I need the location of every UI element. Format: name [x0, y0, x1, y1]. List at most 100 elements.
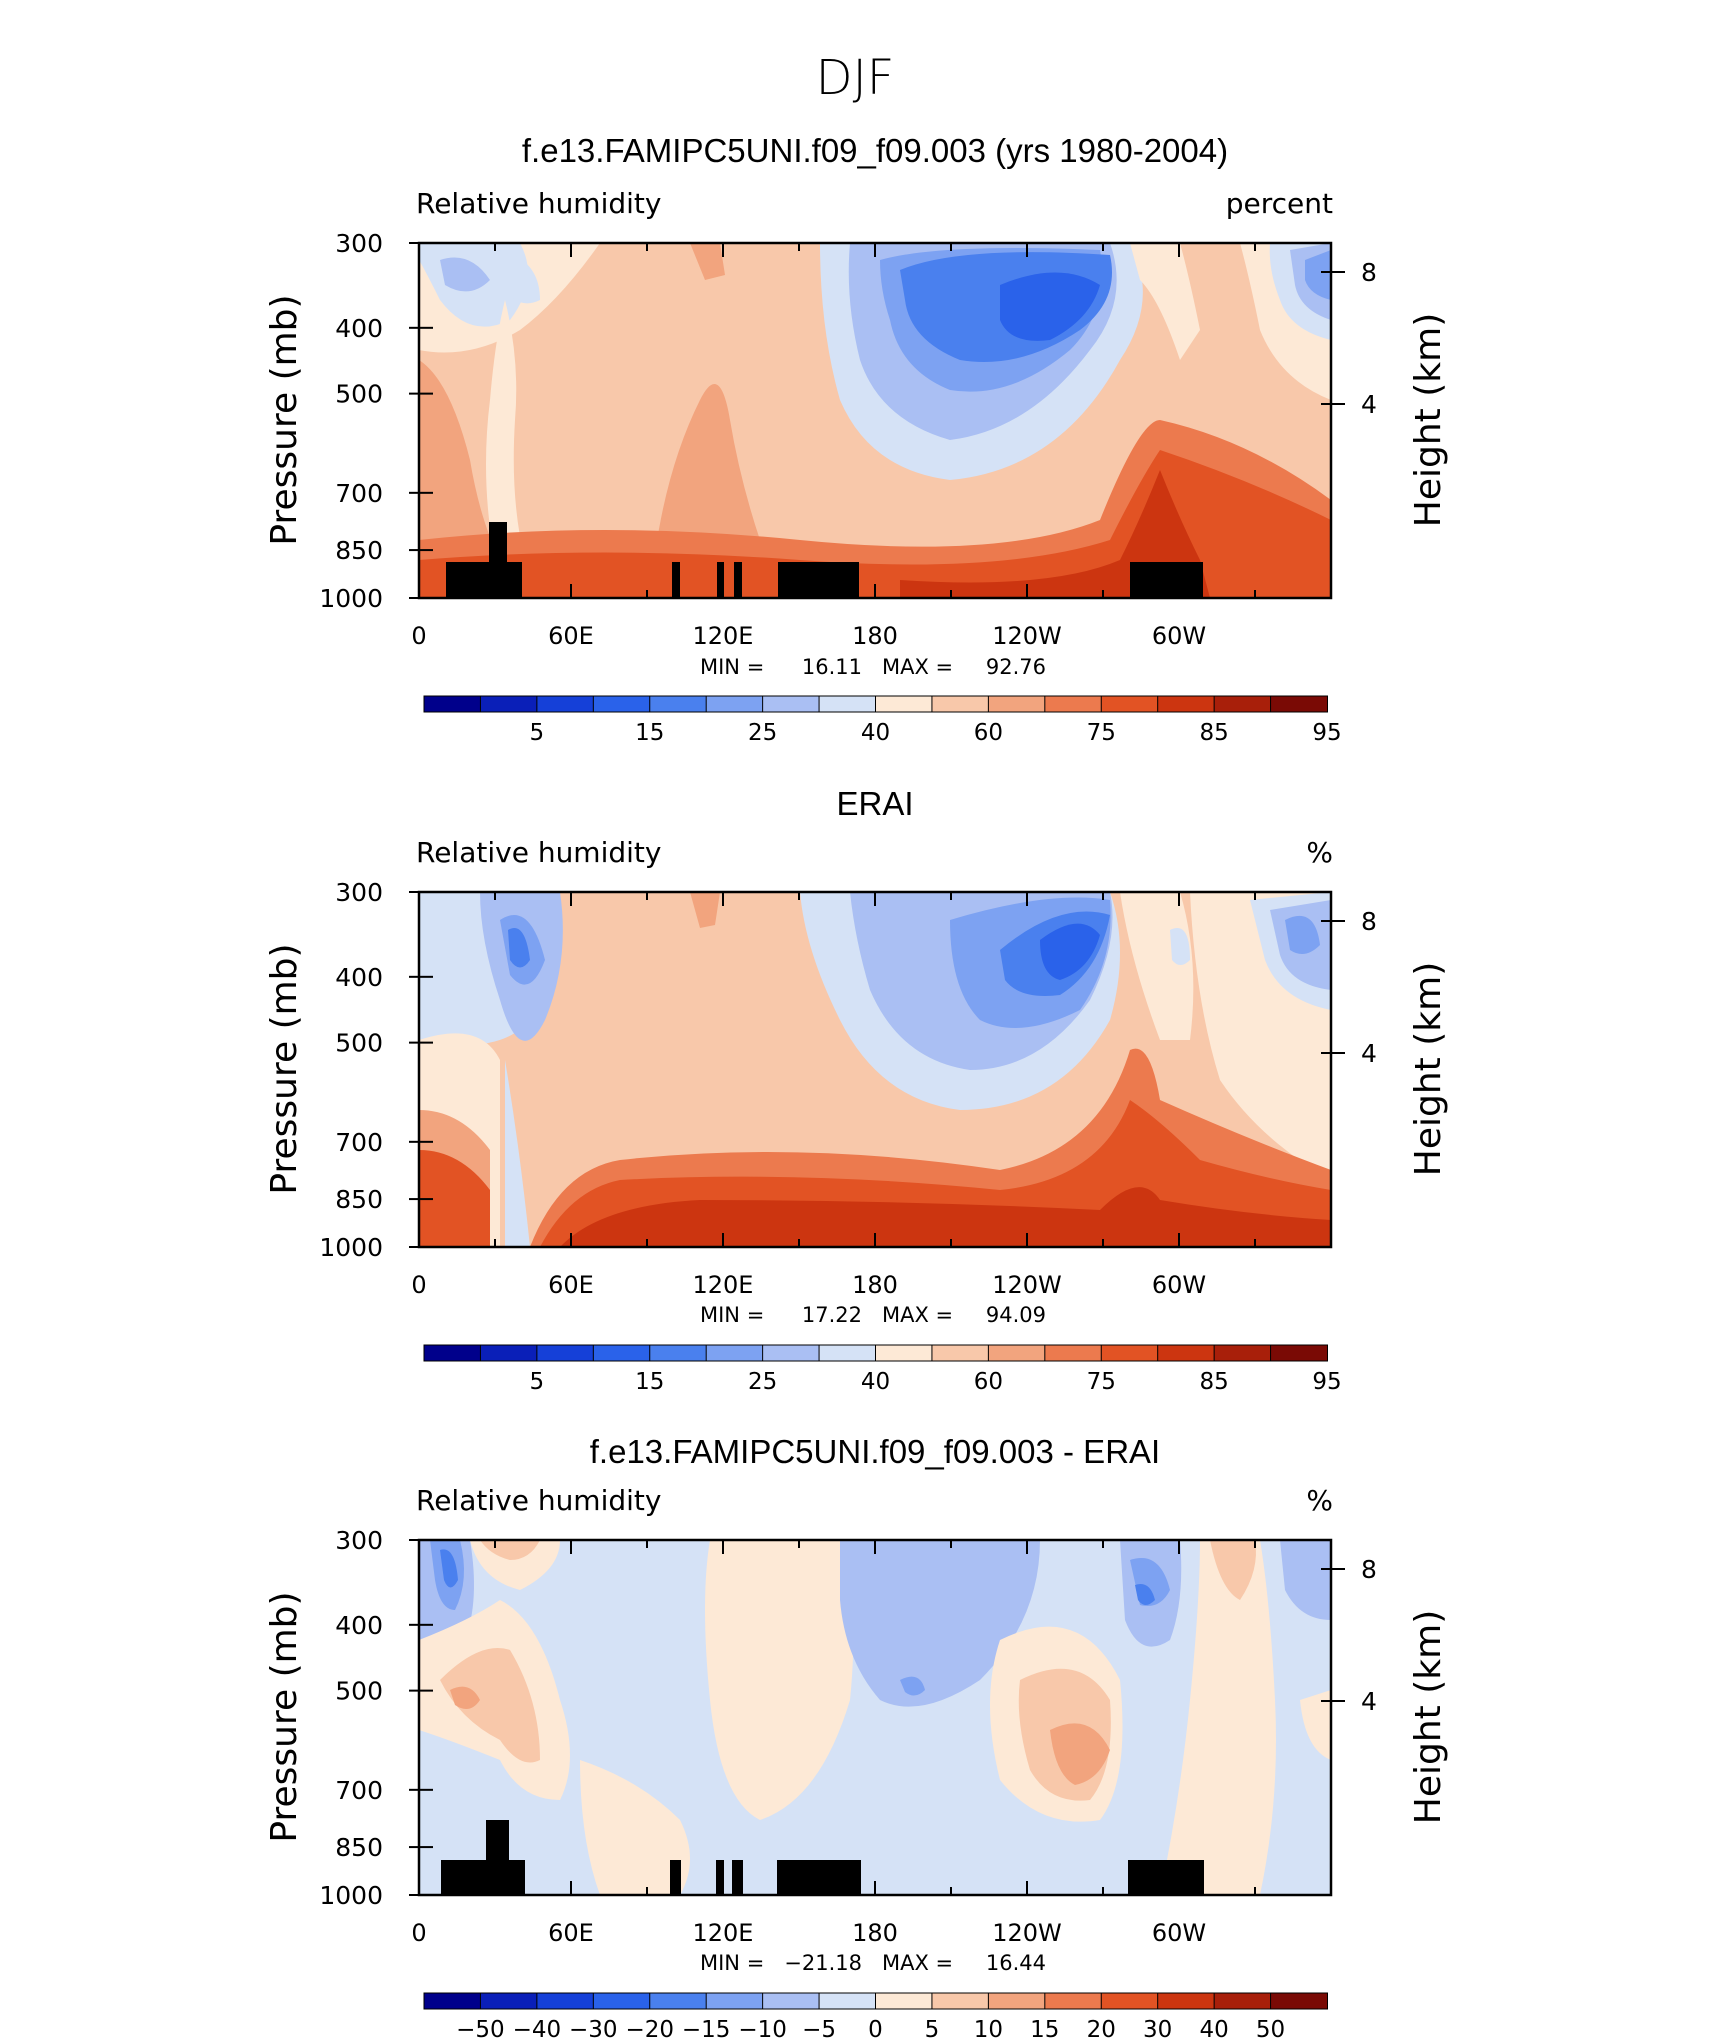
colorbar-swatch	[423, 1344, 482, 1362]
colorbar-label: 15	[635, 1369, 664, 1395]
min-label: MIN =	[700, 1951, 764, 1975]
max-label: MAX =	[882, 1951, 953, 1975]
colorbar-swatch	[931, 695, 990, 713]
max-label: MAX =	[882, 655, 953, 679]
x-tick-label: 60E	[548, 1271, 594, 1299]
y-tick-label: 850	[335, 536, 383, 565]
x-tick-label: 180	[852, 622, 898, 650]
colorbar-swatch	[1044, 1992, 1103, 2010]
colorbar-swatch	[987, 1344, 1046, 1362]
colorbar-label: 85	[1199, 1369, 1228, 1395]
colorbar-swatch	[875, 695, 933, 713]
colorbar-label: 75	[1087, 720, 1116, 746]
y-right-tick-label: 4	[1361, 390, 1377, 419]
colorbar-swatch	[1270, 1344, 1328, 1362]
x-tick-label: 120E	[693, 1919, 754, 1947]
colorbar-swatch	[536, 1344, 595, 1362]
colorbar-swatch	[479, 1992, 538, 2010]
colorbar-swatch	[1100, 695, 1159, 713]
colorbar-swatch	[592, 1992, 651, 2010]
colorbar-label: −40	[513, 2017, 562, 2038]
colorbar-swatch	[1044, 1344, 1103, 1362]
colorbar-label: 60	[974, 720, 1003, 746]
right-string: %	[1306, 836, 1333, 869]
x-tick-label: 120W	[992, 1271, 1062, 1299]
x-tick-label: 120E	[693, 622, 754, 650]
colorbar-label: 25	[748, 1369, 777, 1395]
colorbar-swatch	[479, 695, 538, 713]
colorbar-label: 40	[1199, 2017, 1228, 2038]
colorbar-label: 0	[868, 2017, 883, 2038]
colorbar-label: 20	[1087, 2017, 1116, 2038]
colorbar-label: −50	[456, 2017, 505, 2038]
colorbar-swatch	[818, 1992, 877, 2010]
stats: MIN = 16.11 MAX = 92.76	[700, 655, 1046, 679]
colorbar-label: 85	[1199, 720, 1228, 746]
colorbar-label: 95	[1312, 720, 1341, 746]
max-value: 94.09	[986, 1303, 1046, 1327]
y-tick-label: 700	[335, 479, 383, 508]
left-string: Relative humidity	[416, 1484, 661, 1517]
stats: MIN = −21.18 MAX = 16.44	[700, 1951, 1046, 1975]
colorbar-swatch	[762, 1992, 821, 2010]
axes: 0 60E 120E 180 120W 60W 300 400 500 700 850 1000 8 4	[319, 878, 1377, 1299]
x-tick-label: 180	[852, 1919, 898, 1947]
right-string: %	[1306, 1484, 1333, 1517]
y-tick-label: 850	[335, 1833, 383, 1862]
x-tick-label: 60E	[548, 622, 594, 650]
colorbar-label: 60	[974, 1369, 1003, 1395]
contour-field	[419, 892, 1331, 1247]
panel-title: f.e13.FAMIPC5UNI.f09_f09.003 (yrs 1980-2…	[522, 132, 1228, 169]
colorbar-label: 40	[861, 1369, 890, 1395]
y-tick-label: 300	[335, 878, 383, 907]
y-tick-label: 400	[335, 1611, 383, 1640]
y-right-tick-label: 4	[1361, 1687, 1377, 1716]
y-tick-label: 500	[335, 1677, 383, 1706]
colorbar-swatch	[875, 1344, 933, 1362]
colorbar-swatch	[705, 695, 764, 713]
y-tick-label: 400	[335, 314, 383, 343]
x-tick-label: 120E	[693, 1271, 754, 1299]
axes: 0 60E 120E 180 120W 60W 300 400 500 700 850 1000 8 4	[319, 229, 1377, 650]
colorbar-swatch	[1270, 1992, 1328, 2010]
y-right-tick-label: 8	[1361, 1555, 1377, 1584]
colorbar-swatch	[1270, 695, 1328, 713]
colorbar-swatch	[818, 695, 877, 713]
colorbar-label: 95	[1312, 1369, 1341, 1395]
colorbar-swatch	[592, 695, 651, 713]
x-tick-label: 120W	[992, 622, 1062, 650]
colorbar-label: −10	[738, 2017, 787, 2038]
colorbar-label: −30	[569, 2017, 618, 2038]
panel-title: f.e13.FAMIPC5UNI.f09_f09.003 - ERAI	[590, 1433, 1160, 1470]
y-axis-label: Pressure (mb)	[264, 294, 305, 545]
colorbar-label: −20	[625, 2017, 674, 2038]
colorbar-label: 25	[748, 720, 777, 746]
y-tick-label: 300	[335, 229, 383, 258]
colorbar-label: −5	[802, 2017, 836, 2038]
colorbar-swatch	[649, 695, 708, 713]
colorbar-swatch	[818, 1344, 877, 1362]
colorbar-swatch	[762, 695, 821, 713]
colorbar-label: 10	[974, 2017, 1003, 2038]
x-tick-label: 180	[852, 1271, 898, 1299]
axes: 0 60E 120E 180 120W 60W 300 400 500 700 850 1000 8 4	[319, 1526, 1377, 1947]
x-tick-label: 120W	[992, 1919, 1062, 1947]
max-label: MAX =	[882, 1303, 953, 1327]
colorbar-swatch	[987, 1992, 1046, 2010]
colorbar-label: 5	[530, 720, 545, 746]
y-tick-label: 500	[335, 380, 383, 409]
colorbar-swatch	[536, 695, 595, 713]
y-axis-label-right: Height (km)	[1408, 313, 1449, 527]
colorbar-swatch	[875, 1992, 933, 2010]
max-value: 16.44	[986, 1951, 1046, 1975]
stats: MIN = 17.22 MAX = 94.09	[700, 1303, 1046, 1327]
colorbar-label: 5	[925, 2017, 940, 2038]
x-tick-label: 60W	[1152, 1919, 1206, 1947]
y-tick-label: 700	[335, 1776, 383, 1805]
colorbar-swatch	[536, 1992, 595, 2010]
colorbar-label: 15	[635, 720, 664, 746]
contour-field	[419, 1540, 1331, 1895]
y-tick-label: 500	[335, 1029, 383, 1058]
x-tick-label: 0	[411, 1271, 426, 1299]
x-tick-label: 60W	[1152, 1271, 1206, 1299]
